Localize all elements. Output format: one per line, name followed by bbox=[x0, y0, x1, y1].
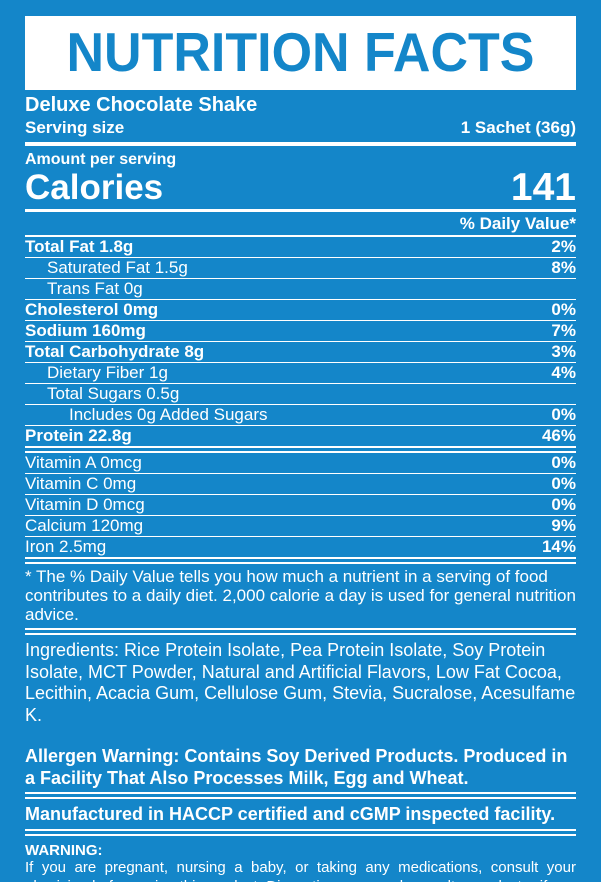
nutrient-row: Iron 2.5mg 14% bbox=[25, 537, 576, 557]
daily-value-header: % Daily Value* bbox=[25, 212, 576, 237]
nutrient-label: Vitamin D 0mcg bbox=[25, 495, 145, 514]
serving-size-value: 1 Sachet (36g) bbox=[460, 118, 576, 137]
nutrient-row: Sodium 160mg 7% bbox=[25, 321, 576, 342]
nutrient-row: Protein 22.8g 46% bbox=[25, 426, 576, 446]
calories-label: Calories bbox=[25, 168, 164, 207]
nutrient-daily-value: 0% bbox=[551, 474, 576, 493]
warning-text: If you are pregnant, nursing a baby, or … bbox=[25, 859, 576, 882]
header-box: NUTRITION FACTS bbox=[25, 16, 576, 90]
nutrient-label: Vitamin C 0mg bbox=[25, 474, 137, 493]
double-divider bbox=[25, 628, 576, 635]
amount-per-serving-label: Amount per serving bbox=[25, 151, 177, 168]
warning-title: WARNING: bbox=[25, 842, 103, 859]
nutrient-row: Trans Fat 0g bbox=[25, 279, 576, 300]
divider bbox=[25, 142, 576, 146]
nutrient-daily-value: 8% bbox=[551, 258, 576, 277]
double-divider bbox=[25, 557, 576, 564]
nutrient-label: Protein 22.8g bbox=[25, 426, 132, 445]
nutrient-row: Vitamin C 0mg 0% bbox=[25, 474, 576, 495]
nutrient-row: Cholesterol 0mg 0% bbox=[25, 300, 576, 321]
nutrient-row: Total Carbohydrate 8g 3% bbox=[25, 342, 576, 363]
nutrient-row: Vitamin A 0mcg 0% bbox=[25, 453, 576, 474]
nutrient-label: Vitamin A 0mcg bbox=[25, 453, 142, 472]
nutrient-label: Total Sugars 0.5g bbox=[47, 384, 180, 403]
nutrient-label: Cholesterol 0mg bbox=[25, 300, 159, 319]
nutrient-label: Saturated Fat 1.5g bbox=[47, 258, 188, 277]
nutrient-label: Trans Fat 0g bbox=[47, 279, 143, 298]
double-divider bbox=[25, 829, 576, 836]
nutrient-daily-value: 4% bbox=[551, 363, 576, 382]
serving-size-label: Serving size bbox=[25, 118, 125, 137]
nutrient-row: Calcium 120mg 9% bbox=[25, 516, 576, 537]
calories-value: 141 bbox=[510, 166, 576, 209]
allergen-warning-text: Allergen Warning: Contains Soy Derived P… bbox=[25, 746, 568, 788]
nutrient-row: Vitamin D 0mcg 0% bbox=[25, 495, 576, 516]
nutrient-label: Total Carbohydrate 8g bbox=[25, 342, 205, 361]
nutrient-row: Saturated Fat 1.5g 8% bbox=[25, 258, 576, 279]
nutrients-table: Total Fat 1.8g 2% Saturated Fat 1.5g 8% … bbox=[25, 237, 576, 564]
nutrient-label: Calcium 120mg bbox=[25, 516, 144, 535]
double-divider bbox=[25, 446, 576, 453]
nutrient-daily-value: 14% bbox=[541, 537, 576, 556]
nutrient-daily-value: 46% bbox=[541, 426, 576, 445]
nutrient-daily-value: 0% bbox=[551, 495, 576, 514]
nutrient-label: Total Fat 1.8g bbox=[25, 237, 134, 256]
nutrient-label: Sodium 160mg bbox=[25, 321, 146, 340]
calories-row: Calories 141 bbox=[25, 166, 576, 209]
manufactured-statement: Manufactured in HACCP certified and cGMP… bbox=[25, 804, 556, 824]
nutrient-daily-value: 0% bbox=[551, 405, 576, 424]
nutrient-label: Dietary Fiber 1g bbox=[47, 363, 168, 382]
product-name: Deluxe Chocolate Shake bbox=[25, 94, 258, 116]
nutrient-daily-value: 0% bbox=[551, 300, 576, 319]
nutrient-daily-value: 2% bbox=[551, 237, 576, 256]
nutrient-label: Iron 2.5mg bbox=[25, 537, 107, 556]
nutrient-daily-value: 7% bbox=[551, 321, 576, 340]
nutrient-daily-value: 0% bbox=[551, 453, 576, 472]
ingredients-text: Ingredients: Rice Protein Isolate, Pea P… bbox=[25, 640, 576, 725]
nutrient-daily-value: 9% bbox=[551, 516, 576, 535]
nutrient-label: Includes 0g Added Sugars bbox=[69, 405, 268, 424]
divider bbox=[25, 209, 576, 212]
nutrient-row: Total Fat 1.8g 2% bbox=[25, 237, 576, 258]
page-title: NUTRITION FACTS bbox=[66, 22, 535, 84]
nutrient-daily-value: 3% bbox=[551, 342, 576, 361]
nutrient-row: Includes 0g Added Sugars 0% bbox=[25, 405, 576, 426]
daily-value-footnote: * The % Daily Value tells you how much a… bbox=[25, 567, 576, 624]
nutrient-row: Total Sugars 0.5g bbox=[25, 384, 576, 405]
serving-size-row: Serving size 1 Sachet (36g) bbox=[25, 117, 576, 142]
double-divider bbox=[25, 792, 576, 799]
nutrient-row: Dietary Fiber 1g 4% bbox=[25, 363, 576, 384]
